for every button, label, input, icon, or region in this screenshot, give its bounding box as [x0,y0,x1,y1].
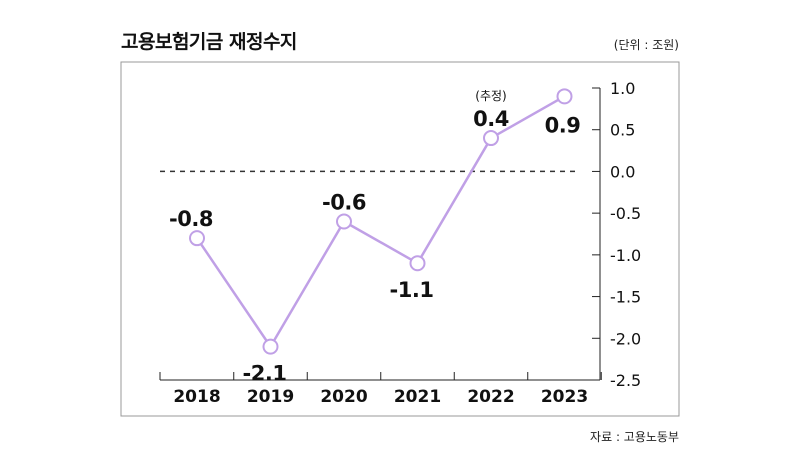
y-tick-label: -2.5 [610,371,641,390]
y-tick-label: -1.0 [610,246,641,265]
y-tick-label: 0.5 [610,121,635,140]
data-label: 0.9 [545,113,581,137]
data-label: -2.1 [243,362,287,386]
chart-title: 고용보험기금 재정수지 [121,31,297,53]
data-point [336,213,352,230]
data-label: 0.4 [473,107,509,131]
x-tick-label: 2021 [394,387,441,407]
data-label: -1.1 [390,278,434,302]
series-line [195,95,566,348]
y-tick-label: -2.0 [610,329,641,348]
y-tick-label: 0.0 [610,162,635,181]
annotation-label: (추정) [475,89,506,103]
y-tick-label: 1.0 [610,79,635,98]
x-tick-label: 2019 [247,387,294,407]
x-tick-label: 2022 [467,387,514,407]
unit-label: (단위 : 조원) [613,38,679,52]
y-tick-label: -0.5 [610,204,641,223]
data-point [189,230,205,247]
data-point [409,255,426,272]
x-tick-label: 2023 [541,387,588,407]
data-point [556,88,573,105]
data-label: -0.6 [322,190,366,214]
source-label: 자료 : 고용노동부 [590,430,679,444]
y-tick-label: -1.5 [610,288,641,307]
data-point [262,338,279,355]
plot-frame [120,61,680,417]
data-label: -0.8 [169,207,213,231]
data-point [483,130,499,147]
x-tick-label: 2018 [173,387,220,407]
x-tick-label: 2020 [320,387,367,407]
